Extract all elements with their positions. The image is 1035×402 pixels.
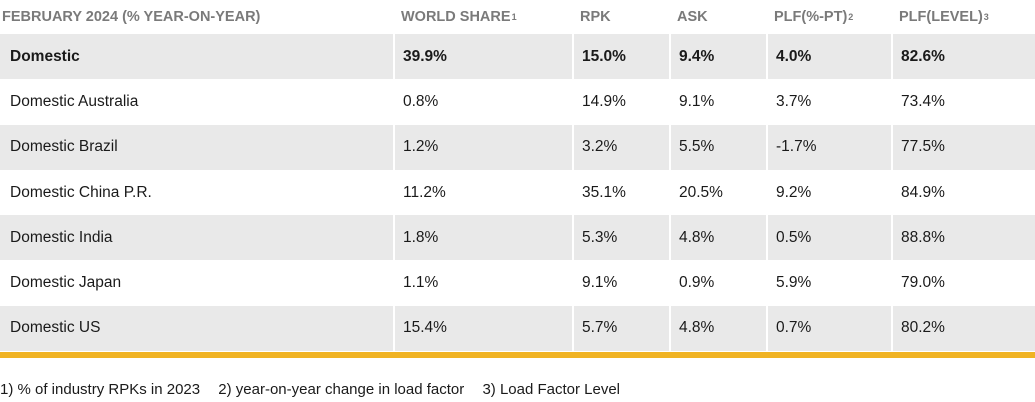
ask-cell: 9.1% [669,79,766,125]
world-share-cell: 1.1% [393,260,572,306]
plf-pt-cell: 3.7% [766,79,891,125]
plf-pt-cell: 9.2% [766,169,891,216]
footnotes: 1) % of industry RPKs in 2023 2) year-on… [0,381,620,398]
table-row: Domestic Brazil 1.2% 3.2% 5.5% -1.7% 77.… [0,124,1035,170]
world-share-cell: 1.2% [393,124,572,170]
ask-cell: 20.5% [669,169,766,216]
ask-cell: 9.4% [669,34,766,80]
table-row: Domestic Australia 0.8% 14.9% 9.1% 3.7% … [0,79,1035,125]
header-rpk: RPK [580,9,611,25]
world-share-cell: 0.8% [393,79,572,125]
market-cell: Domestic China P.R. [10,183,152,201]
rpk-cell: 5.7% [572,305,669,352]
world-share-cell: 11.2% [393,169,572,216]
table-row: Domestic 39.9% 15.0% 9.4% 4.0% 82.6% [0,32,1035,80]
plf-pt-cell: 0.7% [766,305,891,352]
market-cell: Domestic Brazil [10,138,118,156]
plf-level-cell: 79.0% [891,260,1035,306]
traffic-table: FEBRUARY 2024 (% YEAR-ON-YEAR) WORLD SHA… [0,0,1035,352]
table-row: Domestic China P.R. 11.2% 35.1% 20.5% 9.… [0,169,1035,216]
plf-level-cell: 80.2% [891,305,1035,352]
ask-cell: 4.8% [669,305,766,352]
table-row: Domestic US 15.4% 5.7% 4.8% 0.7% 80.2% [0,305,1035,352]
accent-rule [0,352,1035,358]
plf-pt-cell: 5.9% [766,260,891,306]
table-row: Domestic Japan 1.1% 9.1% 0.9% 5.9% 79.0% [0,260,1035,306]
plf-pt-cell: -1.7% [766,124,891,170]
footnote-1: 1) % of industry RPKs in 2023 [0,381,201,398]
market-cell: Domestic [10,47,80,65]
world-share-cell: 15.4% [393,305,572,352]
rpk-cell: 9.1% [572,260,669,306]
plf-pt-cell: 4.0% [766,34,891,80]
plf-level-cell: 88.8% [891,215,1035,261]
header-world-share: WORLD SHARE 1 [401,9,517,25]
market-cell: Domestic Australia [10,92,139,110]
rpk-cell: 14.9% [572,79,669,125]
header-plf-level: PLF(LEVEL) 3 [899,9,989,25]
ask-cell: 4.8% [669,215,766,261]
market-cell: Domestic India [10,228,113,246]
header-ask: ASK [677,9,708,25]
footnote-2: 2) year-on-year change in load factor [218,381,465,398]
header-plf-pt: PLF(%-PT) 2 [774,9,854,25]
plf-level-cell: 84.9% [891,169,1035,216]
plf-pt-cell: 0.5% [766,215,891,261]
world-share-cell: 1.8% [393,215,572,261]
ask-cell: 5.5% [669,124,766,170]
plf-level-cell: 73.4% [891,79,1035,125]
world-share-cell: 39.9% [393,34,572,80]
market-cell: Domestic Japan [10,274,122,292]
table-row: Domestic India 1.8% 5.3% 4.8% 0.5% 88.8% [0,215,1035,261]
ask-cell: 0.9% [669,260,766,306]
plf-level-cell: 82.6% [891,34,1035,80]
header-period: FEBRUARY 2024 (% YEAR-ON-YEAR) [2,9,261,25]
rpk-cell: 5.3% [572,215,669,261]
market-cell: Domestic US [10,319,101,337]
table-header-row: FEBRUARY 2024 (% YEAR-ON-YEAR) WORLD SHA… [0,0,1035,32]
plf-level-cell: 77.5% [891,124,1035,170]
footnote-3: 3) Load Factor Level [482,381,621,398]
rpk-cell: 35.1% [572,169,669,216]
rpk-cell: 15.0% [572,34,669,80]
rpk-cell: 3.2% [572,124,669,170]
